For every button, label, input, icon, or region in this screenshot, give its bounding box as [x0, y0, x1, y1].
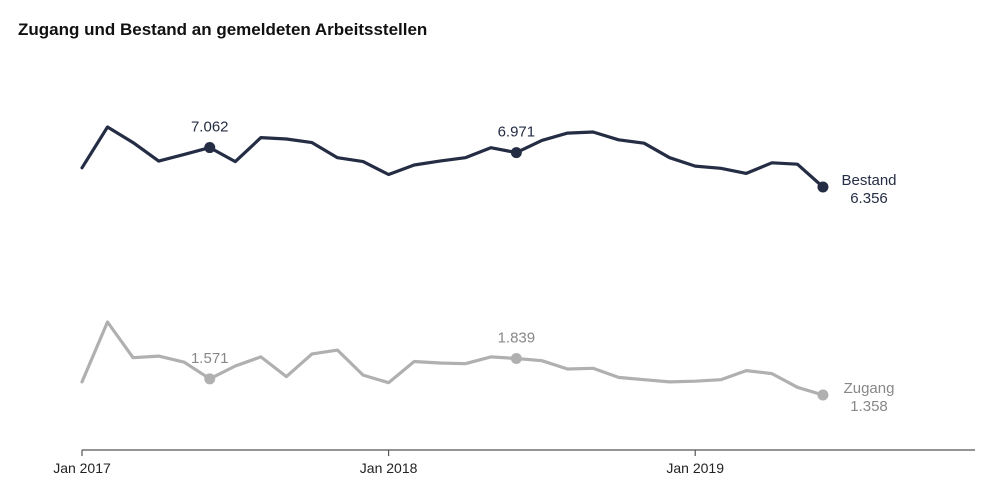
data-label-zugang: 1.571 — [191, 350, 229, 367]
x-tick-label: Jan 2019 — [666, 460, 724, 476]
series-name-bestand: Bestand — [841, 172, 896, 189]
end-point-bestand — [817, 181, 829, 193]
data-label-bestand: 6.971 — [498, 124, 536, 141]
series-layer — [80, 125, 829, 401]
chart-title: Zugang und Bestand an gemeldeten Arbeits… — [18, 20, 428, 39]
x-tick-label: Jan 2017 — [53, 460, 111, 476]
data-label-zugang: 1.839 — [498, 330, 536, 347]
end-point-zugang — [817, 389, 829, 401]
x-axis: Jan 2017 Jan 2018 Jan 2019 — [53, 449, 975, 476]
data-point-zugang — [510, 353, 522, 364]
data-label-bestand: 7.062 — [191, 119, 229, 136]
data-point-bestand — [510, 147, 522, 159]
series-name-zugang: Zugang — [844, 380, 895, 397]
series-line-bestand — [80, 125, 825, 189]
x-tick-label: Jan 2018 — [360, 460, 418, 476]
series-end-value-zugang: 1.358 — [850, 398, 888, 415]
data-point-zugang — [204, 373, 216, 385]
series-end-value-bestand: 6.356 — [850, 190, 888, 207]
data-point-bestand — [204, 142, 216, 154]
